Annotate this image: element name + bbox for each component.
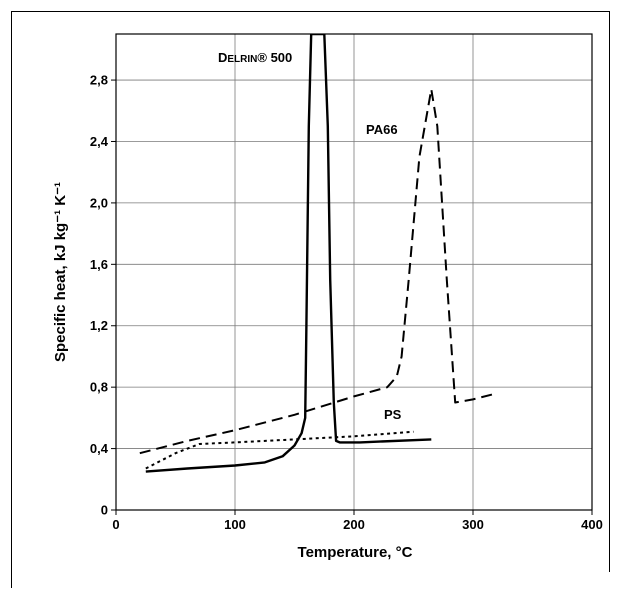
y-axis-title: Specific heat, kJ kg⁻¹ K⁻¹: [52, 182, 69, 362]
plot-area-border: [115, 33, 593, 511]
x-tick-label: 300: [462, 517, 484, 532]
x-tick-label: 100: [224, 517, 246, 532]
x-tick-label: 400: [581, 517, 603, 532]
series-group: [139, 34, 498, 473]
figure-border: [11, 11, 610, 588]
y-tick-label: 1,2: [90, 318, 108, 333]
y-tick-label: 0,4: [90, 441, 109, 456]
y-tick-label: 2,8: [90, 73, 108, 88]
series-line-delrin-500: [145, 34, 432, 473]
y-tick-label: 2,0: [90, 195, 108, 210]
series-label-ps: PS: [384, 407, 402, 422]
y-tick-label: 0: [101, 503, 108, 518]
label-group: DELRIN® 500 PA66 PS: [218, 50, 402, 422]
grid-lines: [116, 34, 592, 510]
series-label-pa66: PA66: [366, 122, 398, 137]
series-line-ps: [145, 430, 414, 470]
series-line-pa66: [139, 88, 498, 455]
y-tick-label: 1,6: [90, 257, 108, 272]
y-tick-label: 2,4: [90, 134, 109, 149]
series-label-delrin-500: DELRIN® 500: [218, 50, 292, 65]
x-tick-label: 0: [112, 517, 119, 532]
tick-group: 0 100 200 300 400 0 0,4 0,8 1,2 1,6 2,0 2,4 2,8: [90, 73, 603, 532]
y-tick-label: 0,8: [90, 380, 108, 395]
x-axis-title: Temperature, °C: [298, 544, 413, 561]
x-tick-label: 200: [343, 517, 365, 532]
